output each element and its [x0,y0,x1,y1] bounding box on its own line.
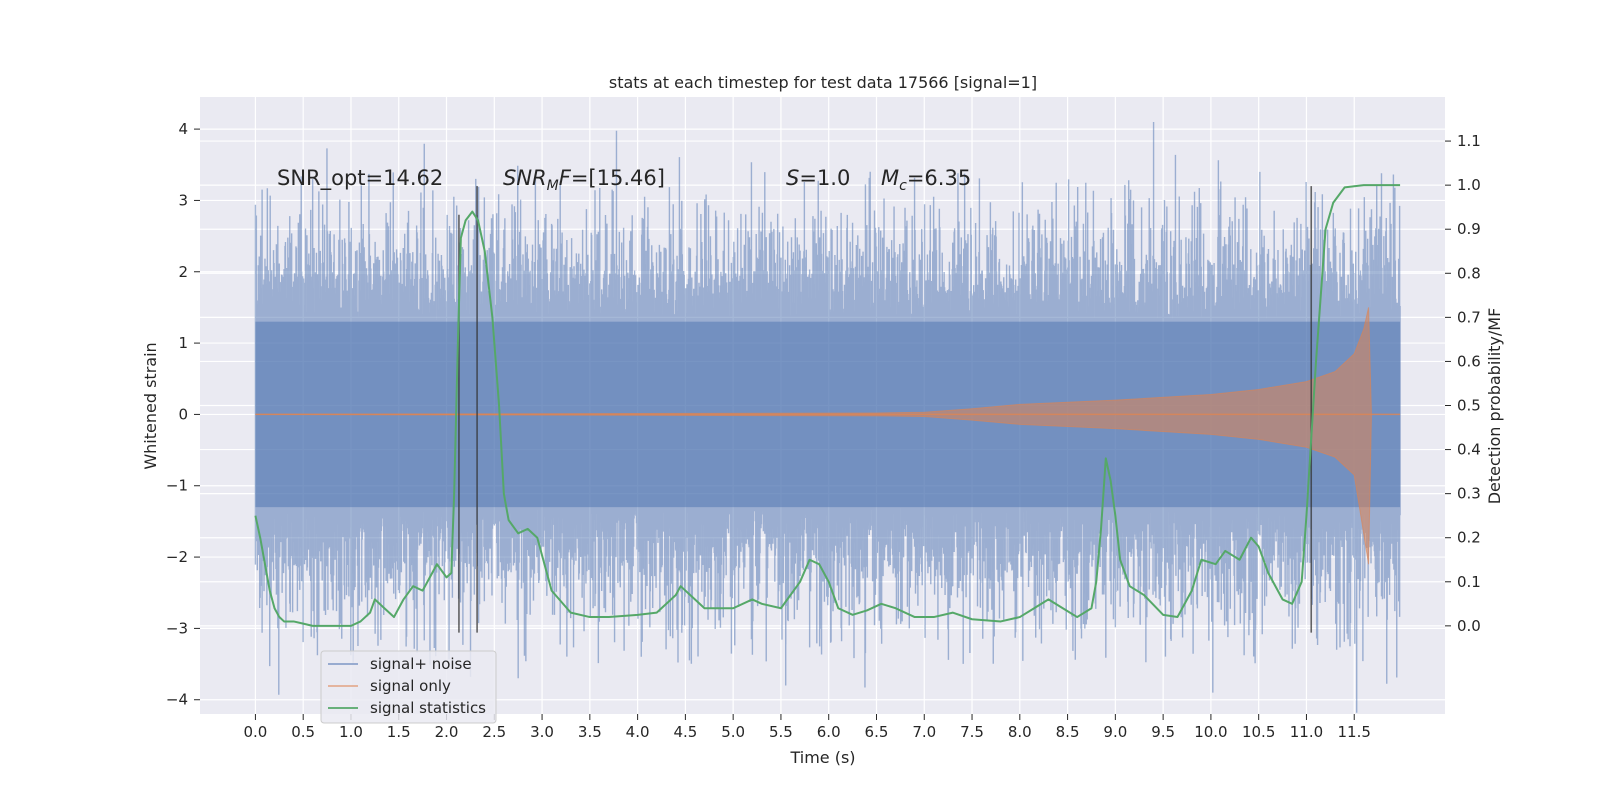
annotation-snr-opt: SNR_opt=14.62 [277,166,443,191]
series-signal-statistics [254,184,1401,627]
y-right-tick-label: 0.1 [1457,573,1481,591]
series-signal-only [255,307,1401,565]
y-right-tick-label: 0.6 [1457,352,1481,370]
x-tick-label: 3.0 [530,723,554,741]
x-tick-label: 7.0 [912,723,936,741]
annotation-snr-mf: SNRMF=[15.46] [503,166,665,194]
y-tick-label: −2 [166,548,188,566]
y-tick-label: 1 [178,334,188,352]
x-tick-label: 6.5 [865,723,889,741]
legend: signal+ noise signal only signal statist… [320,650,497,724]
y-right-tick-label: 0.2 [1457,529,1481,547]
y-tick-label: −3 [166,619,188,637]
x-tick-label: 4.0 [626,723,650,741]
x-tick-label: 5.5 [769,723,793,741]
x-tick-label: 6.0 [817,723,841,741]
y-right-tick-label: 0.7 [1457,308,1481,326]
x-tick-label: 9.5 [1151,723,1175,741]
x-tick-label: 0.0 [243,723,267,741]
x-tick-label: 7.5 [960,723,984,741]
legend-label-signal-noise: signal+ noise [370,655,472,673]
x-tick-label: 9.0 [1103,723,1127,741]
x-tick-label: 2.5 [482,723,506,741]
statistics-line [254,184,1401,627]
x-tick-label: 10.0 [1194,723,1227,741]
y-tick-label: 3 [178,191,188,209]
x-tick-label: 10.5 [1242,723,1275,741]
x-tick-label: 3.5 [578,723,602,741]
y-right-tick-label: 1.1 [1457,132,1481,150]
y-tick-labels: 4 3 2 1 0 −1 −2 −3 −4 [166,120,200,709]
x-tick-label: 0.5 [291,723,315,741]
x-axis-label: Time (s) [789,748,855,767]
x-tick-label: 4.5 [673,723,697,741]
y-right-axis-label: Detection probability/MF [1485,308,1504,505]
y-tick-label: 0 [178,405,188,423]
x-tick-label: 1.0 [339,723,363,741]
y-right-tick-label: 0.4 [1457,441,1481,459]
y-right-tick-labels: 1.1 1.0 0.9 0.8 0.7 0.6 0.5 0.4 0.3 0.2 0.1 0.0 [1445,132,1481,635]
y-tick-label: −4 [166,691,188,709]
y-right-tick-label: 0.8 [1457,264,1481,282]
legend-label-signal-statistics: signal statistics [370,699,486,717]
annotation-s: S=1.0 [786,166,850,190]
x-tick-label: 11.5 [1338,723,1371,741]
x-tick-label: 8.0 [1008,723,1032,741]
y-axis-label: Whitened strain [141,342,160,469]
x-tick-label: 2.0 [435,723,459,741]
y-tick-label: 4 [178,120,188,138]
y-right-tick-label: 1.0 [1457,176,1481,194]
y-right-tick-label: 0.3 [1457,485,1481,503]
x-tick-label: 8.5 [1056,723,1080,741]
y-right-tick-label: 0.0 [1457,617,1481,635]
y-tick-label: 2 [178,263,188,281]
legend-label-signal-only: signal only [370,677,451,695]
annotation-mc: Mc=6.35 [881,166,971,194]
y-right-tick-label: 0.9 [1457,220,1481,238]
y-tick-label: −1 [166,477,188,495]
x-tick-label: 5.0 [721,723,745,741]
x-tick-label: 11.0 [1290,723,1323,741]
x-tick-label: 1.5 [387,723,411,741]
x-tick-labels: 0.0 0.5 1.0 1.5 2.0 2.5 3.0 3.5 4.0 4.5 5.0 5.5 6.0 6… [243,714,1371,741]
chart-title: stats at each timestep for test data 175… [609,73,1037,92]
y-right-tick-label: 0.5 [1457,397,1481,415]
